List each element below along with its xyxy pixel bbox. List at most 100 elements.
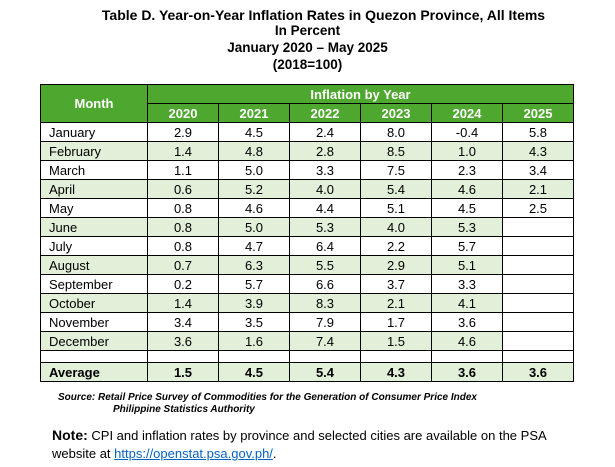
average-cell: 5.4 — [289, 362, 361, 382]
value-cell: 2.2 — [360, 236, 432, 256]
table-title: Table D. Year-on-Year Inflation Rates in… — [101, 7, 546, 23]
table-row: January 2.9 4.5 2.4 8.0 -0.4 5.8 — [40, 122, 574, 142]
value-cell: 5.5 — [289, 255, 361, 275]
average-row: Average 1.5 4.5 5.4 4.3 3.6 3.6 — [40, 362, 574, 382]
value-cell — [502, 331, 574, 351]
value-cell: 2.1 — [360, 293, 432, 313]
value-cell: 7.5 — [360, 160, 432, 180]
value-cell: -0.4 — [431, 122, 503, 142]
note-text: CPI and inflation rates by province and … — [52, 428, 546, 461]
year-header: 2021 — [218, 103, 290, 123]
value-cell: 2.3 — [431, 160, 503, 180]
value-cell: 3.5 — [218, 312, 290, 332]
value-cell — [502, 236, 574, 256]
value-cell: 8.5 — [360, 141, 432, 161]
group-header: Inflation by Year — [147, 84, 574, 104]
table-row: December 3.6 1.6 7.4 1.5 4.6 — [40, 331, 574, 351]
year-header: 2024 — [431, 103, 503, 123]
value-cell: 2.8 — [289, 141, 361, 161]
psa-link[interactable]: https://openstat.psa.gov.ph/ — [114, 446, 273, 461]
value-cell: 4.0 — [289, 179, 361, 199]
average-cell: 1.5 — [147, 362, 219, 382]
table-row: April 0.6 5.2 4.0 5.4 4.6 2.1 — [40, 179, 574, 199]
table-subtitle-unit: In Percent — [274, 23, 341, 38]
value-cell: 3.9 — [218, 293, 290, 313]
value-cell: 0.8 — [147, 217, 219, 237]
value-cell: 5.8 — [502, 122, 574, 142]
average-cell: 3.6 — [502, 362, 574, 382]
spacer-row — [40, 350, 574, 363]
month-cell: May — [40, 198, 148, 218]
value-cell: 3.7 — [360, 274, 432, 294]
value-cell: 5.7 — [218, 274, 290, 294]
year-header: 2020 — [147, 103, 219, 123]
note-label: Note: — [52, 427, 88, 443]
table-row: September 0.2 5.7 6.6 3.7 3.3 — [40, 274, 574, 294]
note-paragraph: Note: CPI and inflation rates by provinc… — [52, 426, 592, 463]
table-row: November 3.4 3.5 7.9 1.7 3.6 — [40, 312, 574, 332]
value-cell: 5.7 — [431, 236, 503, 256]
value-cell: 0.8 — [147, 198, 219, 218]
year-header: 2022 — [289, 103, 361, 123]
value-cell: 1.5 — [360, 331, 432, 351]
value-cell: 0.6 — [147, 179, 219, 199]
value-cell: 2.4 — [289, 122, 361, 142]
table-row: October 1.4 3.9 8.3 2.1 4.1 — [40, 293, 574, 313]
value-cell: 5.0 — [218, 217, 290, 237]
month-cell: December — [40, 331, 148, 351]
month-cell: November — [40, 312, 148, 332]
table-row: July 0.8 4.7 6.4 2.2 5.7 — [40, 236, 574, 256]
value-cell: 0.7 — [147, 255, 219, 275]
value-cell: 1.4 — [147, 141, 219, 161]
value-cell: 7.4 — [289, 331, 361, 351]
source-line-2: Philippine Statistics Authority — [113, 404, 255, 415]
spacer-cell — [147, 350, 219, 363]
value-cell: 4.7 — [218, 236, 290, 256]
month-cell: January — [40, 122, 148, 142]
value-cell: 8.3 — [289, 293, 361, 313]
value-cell: 2.9 — [147, 122, 219, 142]
table-row: August 0.7 6.3 5.5 2.9 5.1 — [40, 255, 574, 275]
value-cell: 4.1 — [431, 293, 503, 313]
month-column-header: Month — [40, 84, 148, 123]
value-cell: 5.1 — [360, 198, 432, 218]
value-cell: 4.5 — [431, 198, 503, 218]
month-cell: August — [40, 255, 148, 275]
spacer-cell — [502, 350, 574, 363]
value-cell: 1.4 — [147, 293, 219, 313]
value-cell: 1.6 — [218, 331, 290, 351]
value-cell — [502, 312, 574, 332]
value-cell: 4.3 — [502, 141, 574, 161]
table-row: May 0.8 4.6 4.4 5.1 4.5 2.5 — [40, 198, 574, 218]
value-cell: 4.6 — [431, 331, 503, 351]
value-cell: 5.2 — [218, 179, 290, 199]
value-cell: 5.3 — [289, 217, 361, 237]
spacer-cell — [360, 350, 432, 363]
month-cell: October — [40, 293, 148, 313]
month-cell: July — [40, 236, 148, 256]
value-cell: 5.1 — [431, 255, 503, 275]
average-cell: 3.6 — [431, 362, 503, 382]
month-cell: September — [40, 274, 148, 294]
average-cell: 4.3 — [360, 362, 432, 382]
average-cell: 4.5 — [218, 362, 290, 382]
spacer-cell — [431, 350, 503, 363]
spacer-cell — [40, 350, 148, 363]
year-header: 2023 — [360, 103, 432, 123]
value-cell: 3.3 — [431, 274, 503, 294]
value-cell: 4.6 — [218, 198, 290, 218]
value-cell: 1.7 — [360, 312, 432, 332]
value-cell: 5.4 — [360, 179, 432, 199]
source-line-1: Source: Retail Price Survey of Commoditi… — [58, 392, 477, 403]
value-cell: 1.1 — [147, 160, 219, 180]
source-note: Source: Retail Price Survey of Commoditi… — [58, 392, 477, 416]
value-cell: 4.0 — [360, 217, 432, 237]
table-row: March 1.1 5.0 3.3 7.5 2.3 3.4 — [40, 160, 574, 180]
value-cell: 5.3 — [431, 217, 503, 237]
table-row: June 0.8 5.0 5.3 4.0 5.3 — [40, 217, 574, 237]
value-cell: 4.5 — [218, 122, 290, 142]
spacer-cell — [218, 350, 290, 363]
value-cell: 1.0 — [431, 141, 503, 161]
month-cell: March — [40, 160, 148, 180]
month-cell: June — [40, 217, 148, 237]
